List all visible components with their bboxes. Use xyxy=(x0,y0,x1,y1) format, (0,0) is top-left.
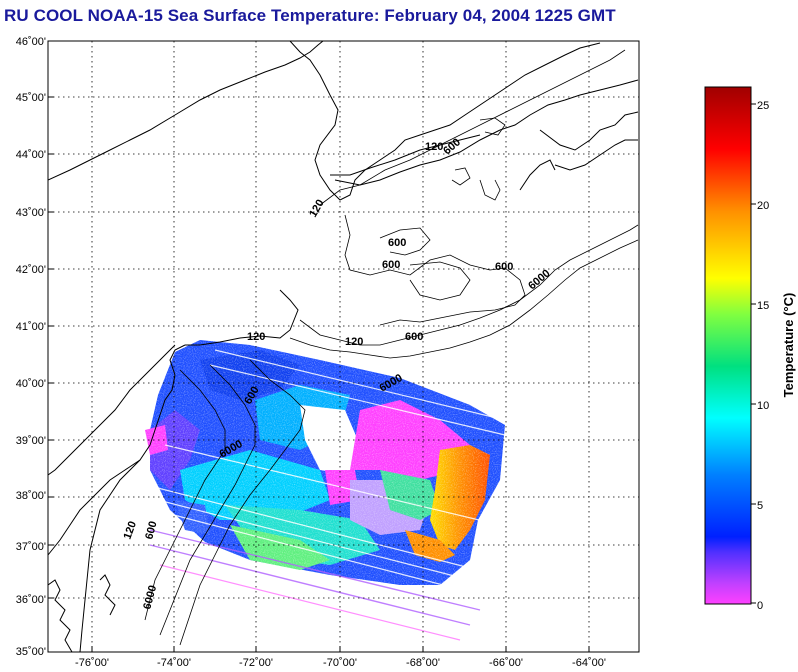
contour-label-600: 600 xyxy=(143,520,159,541)
lat-label: 36˚00' xyxy=(16,594,46,606)
lat-label: 37˚00' xyxy=(16,541,46,553)
map-title: RU COOL NOAA-15 Sea Surface Temperature:… xyxy=(4,6,616,25)
lat-label: 46˚00' xyxy=(16,36,46,48)
colorbar-tick-label: 25 xyxy=(757,100,769,112)
isobaths xyxy=(144,49,639,646)
colorbar: 25 20 15 10 5 0 Temperature (°C) xyxy=(704,86,796,612)
lat-label: 42˚00' xyxy=(16,264,46,276)
coastline xyxy=(48,41,639,652)
contour-label-120: 120 xyxy=(247,331,265,343)
latitude-labels: 46˚00' 45˚00' 44˚00' 43˚00' 42˚00' 41˚00… xyxy=(16,36,46,658)
map-content: 120 120 120 120 120 600 600 600 600 600 … xyxy=(48,41,639,652)
colorbar-ticks: 25 20 15 10 5 0 xyxy=(757,100,769,612)
contour-label-120: 120 xyxy=(122,520,140,541)
longitude-labels: -76˚00' -74˚00' -72˚00' -70˚00' -68˚00' … xyxy=(75,657,606,669)
lat-label: 41˚00' xyxy=(16,321,46,333)
colorbar-gradient xyxy=(704,86,752,605)
lat-label: 40˚00' xyxy=(16,378,46,390)
sst-swath xyxy=(140,330,520,641)
contour-label-120: 120 xyxy=(425,141,443,153)
lat-label: 39˚00' xyxy=(16,435,46,447)
colorbar-title: Temperature (°C) xyxy=(781,293,796,398)
colorbar-tick-label: 0 xyxy=(757,600,763,612)
lat-label: 45˚00' xyxy=(16,92,46,104)
lon-label: -68˚00' xyxy=(406,657,440,669)
contour-label-600: 600 xyxy=(495,261,513,273)
colorbar-tick-label: 10 xyxy=(757,400,769,412)
colorbar-tick-label: 15 xyxy=(757,300,769,312)
lon-label: -74˚00' xyxy=(157,657,191,669)
lon-label: -76˚00' xyxy=(75,657,109,669)
lon-label: -70˚00' xyxy=(323,657,357,669)
lat-label: 38˚00' xyxy=(16,490,46,502)
lat-label: 43˚00' xyxy=(16,207,46,219)
lat-label: 35˚00' xyxy=(16,646,46,658)
lon-label: -64˚00' xyxy=(572,657,606,669)
contour-label-600: 600 xyxy=(388,237,406,249)
axis-ticks xyxy=(48,40,590,652)
contour-label-600: 600 xyxy=(382,259,400,271)
lon-label: -72˚00' xyxy=(239,657,273,669)
contour-label-600: 600 xyxy=(405,331,423,343)
lat-label: 44˚00' xyxy=(16,149,46,161)
colorbar-tick-label: 20 xyxy=(757,200,769,212)
graticule xyxy=(48,41,639,652)
lon-label: -66˚00' xyxy=(489,657,523,669)
contour-label-120: 120 xyxy=(345,336,363,348)
colorbar-tick-label: 5 xyxy=(757,500,763,512)
